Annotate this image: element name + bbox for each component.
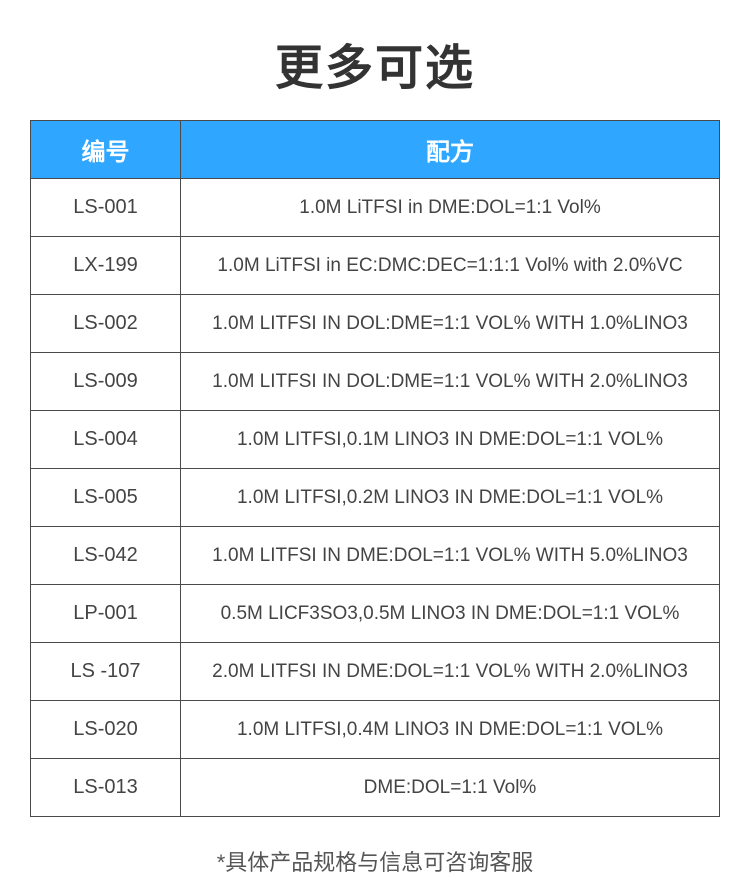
formula-cell: 1.0M LITFSI,0.4M LINO3 IN DME:DOL=1:1 VO… [181,701,720,759]
id-cell: LS-005 [31,469,181,527]
table-row: LS-009 1.0M LITFSI IN DOL:DME=1:1 VOL% W… [31,353,720,411]
formula-cell: 0.5M LICF3SO3,0.5M LINO3 IN DME:DOL=1:1 … [181,585,720,643]
table-row: LP-001 0.5M LICF3SO3,0.5M LINO3 IN DME:D… [31,585,720,643]
table-row: LS-002 1.0M LITFSI IN DOL:DME=1:1 VOL% W… [31,295,720,353]
formula-cell: 1.0M LiTFSI in DME:DOL=1:1 Vol% [181,179,720,237]
id-cell: LS-013 [31,759,181,817]
id-cell: LS -107 [31,643,181,701]
formula-cell: 1.0M LITFSI IN DOL:DME=1:1 VOL% WITH 1.0… [181,295,720,353]
table-container: 编号 配方 LS-001 1.0M LiTFSI in DME:DOL=1:1 … [30,120,720,817]
id-cell: LS-042 [31,527,181,585]
table-header-row: 编号 配方 [31,121,720,179]
id-cell: LS-004 [31,411,181,469]
id-cell: LS-002 [31,295,181,353]
table-row: LS-005 1.0M LITFSI,0.2M LINO3 IN DME:DOL… [31,469,720,527]
page-root: 更多可选 编号 配方 LS-001 1.0M LiTFSI in DME:DOL… [0,0,750,877]
table-row: LX-199 1.0M LiTFSI in EC:DMC:DEC=1:1:1 V… [31,237,720,295]
id-cell: LP-001 [31,585,181,643]
table-row: LS-004 1.0M LITFSI,0.1M LINO3 IN DME:DOL… [31,411,720,469]
page-title: 更多可选 [0,0,750,120]
id-cell: LS-001 [31,179,181,237]
id-column-header: 编号 [31,121,181,179]
id-cell: LX-199 [31,237,181,295]
table-row: LS-013 DME:DOL=1:1 Vol% [31,759,720,817]
formula-cell: 1.0M LITFSI,0.1M LINO3 IN DME:DOL=1:1 VO… [181,411,720,469]
id-cell: LS-020 [31,701,181,759]
formula-cell: DME:DOL=1:1 Vol% [181,759,720,817]
table-row: LS-020 1.0M LITFSI,0.4M LINO3 IN DME:DOL… [31,701,720,759]
products-table: 编号 配方 LS-001 1.0M LiTFSI in DME:DOL=1:1 … [30,120,720,817]
formula-cell: 1.0M LITFSI IN DME:DOL=1:1 VOL% WITH 5.0… [181,527,720,585]
table-row: LS -107 2.0M LITFSI IN DME:DOL=1:1 VOL% … [31,643,720,701]
footnote: *具体产品规格与信息可咨询客服 [0,845,750,877]
id-cell: LS-009 [31,353,181,411]
table-row: LS-042 1.0M LITFSI IN DME:DOL=1:1 VOL% W… [31,527,720,585]
table-row: LS-001 1.0M LiTFSI in DME:DOL=1:1 Vol% [31,179,720,237]
formula-cell: 1.0M LITFSI,0.2M LINO3 IN DME:DOL=1:1 VO… [181,469,720,527]
formula-cell: 1.0M LITFSI IN DOL:DME=1:1 VOL% WITH 2.0… [181,353,720,411]
formula-cell: 2.0M LITFSI IN DME:DOL=1:1 VOL% WITH 2.0… [181,643,720,701]
formula-cell: 1.0M LiTFSI in EC:DMC:DEC=1:1:1 Vol% wit… [181,237,720,295]
formula-column-header: 配方 [181,121,720,179]
